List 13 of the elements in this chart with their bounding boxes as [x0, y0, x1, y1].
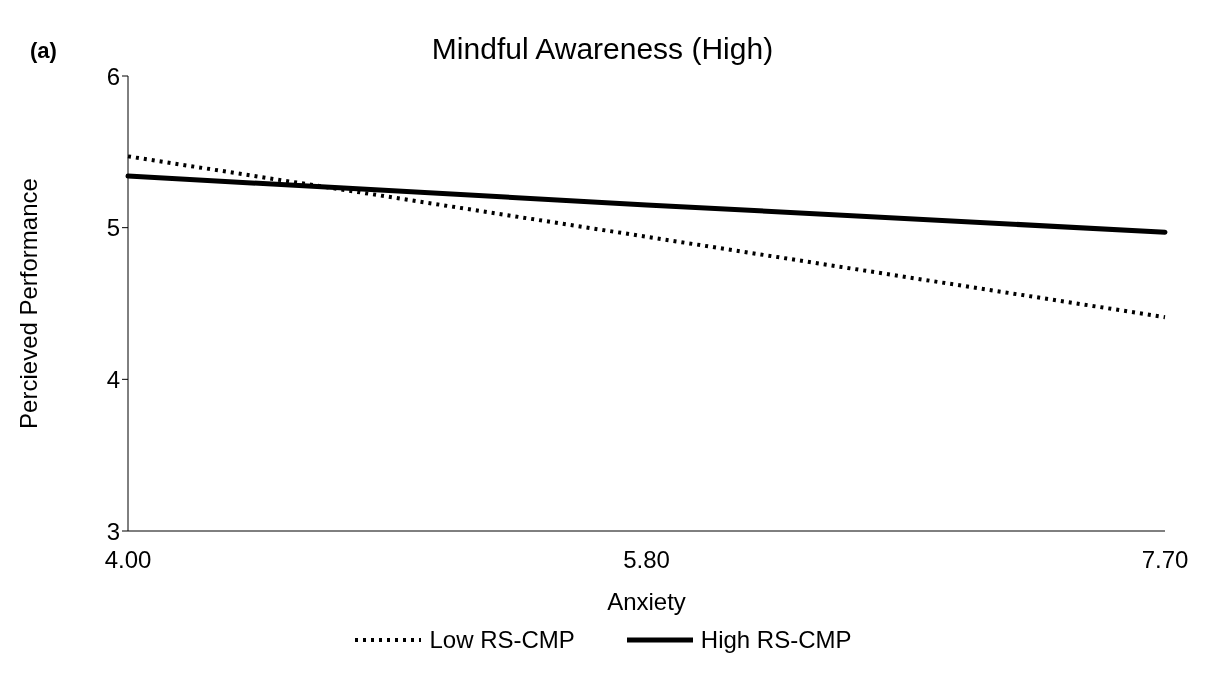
x-tick-label: 7.70 — [1141, 546, 1189, 574]
y-tick-label: 4 — [106, 365, 120, 393]
x-axis-title: Anxiety — [607, 588, 686, 615]
y-tick-label: 5 — [106, 214, 120, 242]
legend-label: Low RS-CMP — [429, 626, 575, 654]
y-tick-label: 6 — [106, 62, 120, 90]
text: (a) — [30, 38, 57, 64]
x-tick-label: 5.80 — [623, 546, 670, 574]
chart-title: Mindful Awareness (High) — [431, 32, 774, 65]
legend-label: High RS-CMP — [700, 626, 852, 654]
x-tick-label: 4.00 — [104, 546, 152, 574]
y-tick-label: 3 — [106, 517, 120, 545]
y-axis-title: Percieved Performance — [14, 178, 42, 429]
